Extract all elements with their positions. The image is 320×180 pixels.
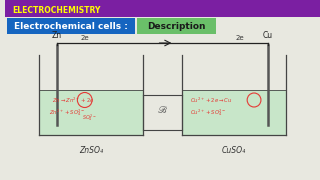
Text: CuSO₄: CuSO₄: [222, 146, 246, 155]
Text: 2e: 2e: [236, 35, 244, 41]
Text: ELECTROCHEMISTRY: ELECTROCHEMISTRY: [12, 6, 100, 15]
Text: $\mathscr{B}$: $\mathscr{B}$: [157, 104, 168, 115]
Text: $Cu^{2+}+SO_4^{2-}$: $Cu^{2+}+SO_4^{2-}$: [190, 108, 227, 118]
Text: 2e: 2e: [80, 35, 89, 41]
Text: $Cu^{2+}+2e\rightarrow Cu$: $Cu^{2+}+2e\rightarrow Cu$: [190, 95, 233, 105]
Text: Description: Description: [147, 21, 205, 30]
Bar: [5, 0, 320, 17]
Text: $SO_4^{2-}$: $SO_4^{2-}$: [82, 113, 96, 123]
Text: Electrochemical cells :: Electrochemical cells :: [14, 21, 128, 30]
Text: Zn: Zn: [52, 31, 62, 40]
Text: Cu: Cu: [263, 31, 273, 40]
Text: $Zn\rightarrow Zn^{2+}+2e$: $Zn\rightarrow Zn^{2+}+2e$: [52, 95, 95, 105]
Text: $Zn^{2+}+SO_4^{2-}$: $Zn^{2+}+SO_4^{2-}$: [49, 108, 86, 118]
Bar: [137, 18, 216, 34]
Bar: [182, 90, 285, 135]
Bar: [39, 90, 143, 135]
Text: ZnSO₄: ZnSO₄: [79, 146, 103, 155]
Bar: [7, 18, 135, 34]
